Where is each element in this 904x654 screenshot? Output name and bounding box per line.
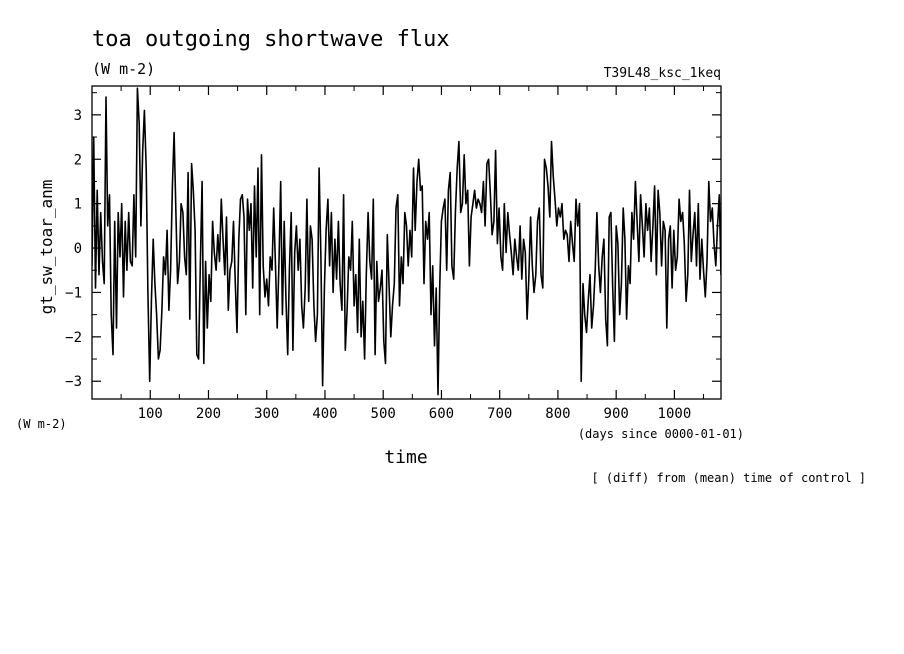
x-tick-label: 100 (138, 406, 163, 422)
y-axis-units: (W m-2) (16, 417, 67, 431)
x-tick-label: 600 (429, 406, 454, 422)
y-tick-label: 2 (74, 152, 82, 168)
x-axis: 100 200 300 400 500 600 700 800 900 1000 (120, 86, 705, 422)
chart-title: toa outgoing shortwave flux (92, 27, 450, 52)
x-tick-label: 300 (254, 406, 279, 422)
title-units: (W m-2) (92, 60, 155, 78)
y-tick-label: −3 (65, 374, 82, 390)
x-tick-label: 700 (487, 406, 512, 422)
y-tick-label: −1 (65, 285, 82, 301)
x-tick-label: 1000 (658, 406, 692, 422)
x-tick-label: 200 (196, 406, 221, 422)
y-tick-label: 0 (74, 241, 82, 257)
x-axis-label: time (384, 447, 427, 468)
x-tick-label: 500 (371, 406, 396, 422)
x-tick-label: 900 (604, 406, 629, 422)
x-tick-label: 400 (312, 406, 337, 422)
x-tick-label: 800 (545, 406, 570, 422)
x-axis-units: (days since 0000-01-01) (578, 427, 744, 441)
series-line (92, 87, 721, 396)
run-label: T39L48_ksc_1keq (604, 66, 721, 81)
data-layer (92, 87, 721, 396)
y-axis: −3 −2 −1 0 1 2 3 (65, 92, 721, 390)
y-axis-label: gt_sw_toar_anm (37, 180, 56, 315)
comparison-note: [ (diff) from (mean) time of control ] (591, 471, 866, 485)
plot-frame (91, 85, 722, 400)
y-tick-label: 1 (74, 197, 82, 213)
y-tick-label: 3 (74, 108, 82, 124)
y-tick-label: −2 (65, 330, 82, 346)
